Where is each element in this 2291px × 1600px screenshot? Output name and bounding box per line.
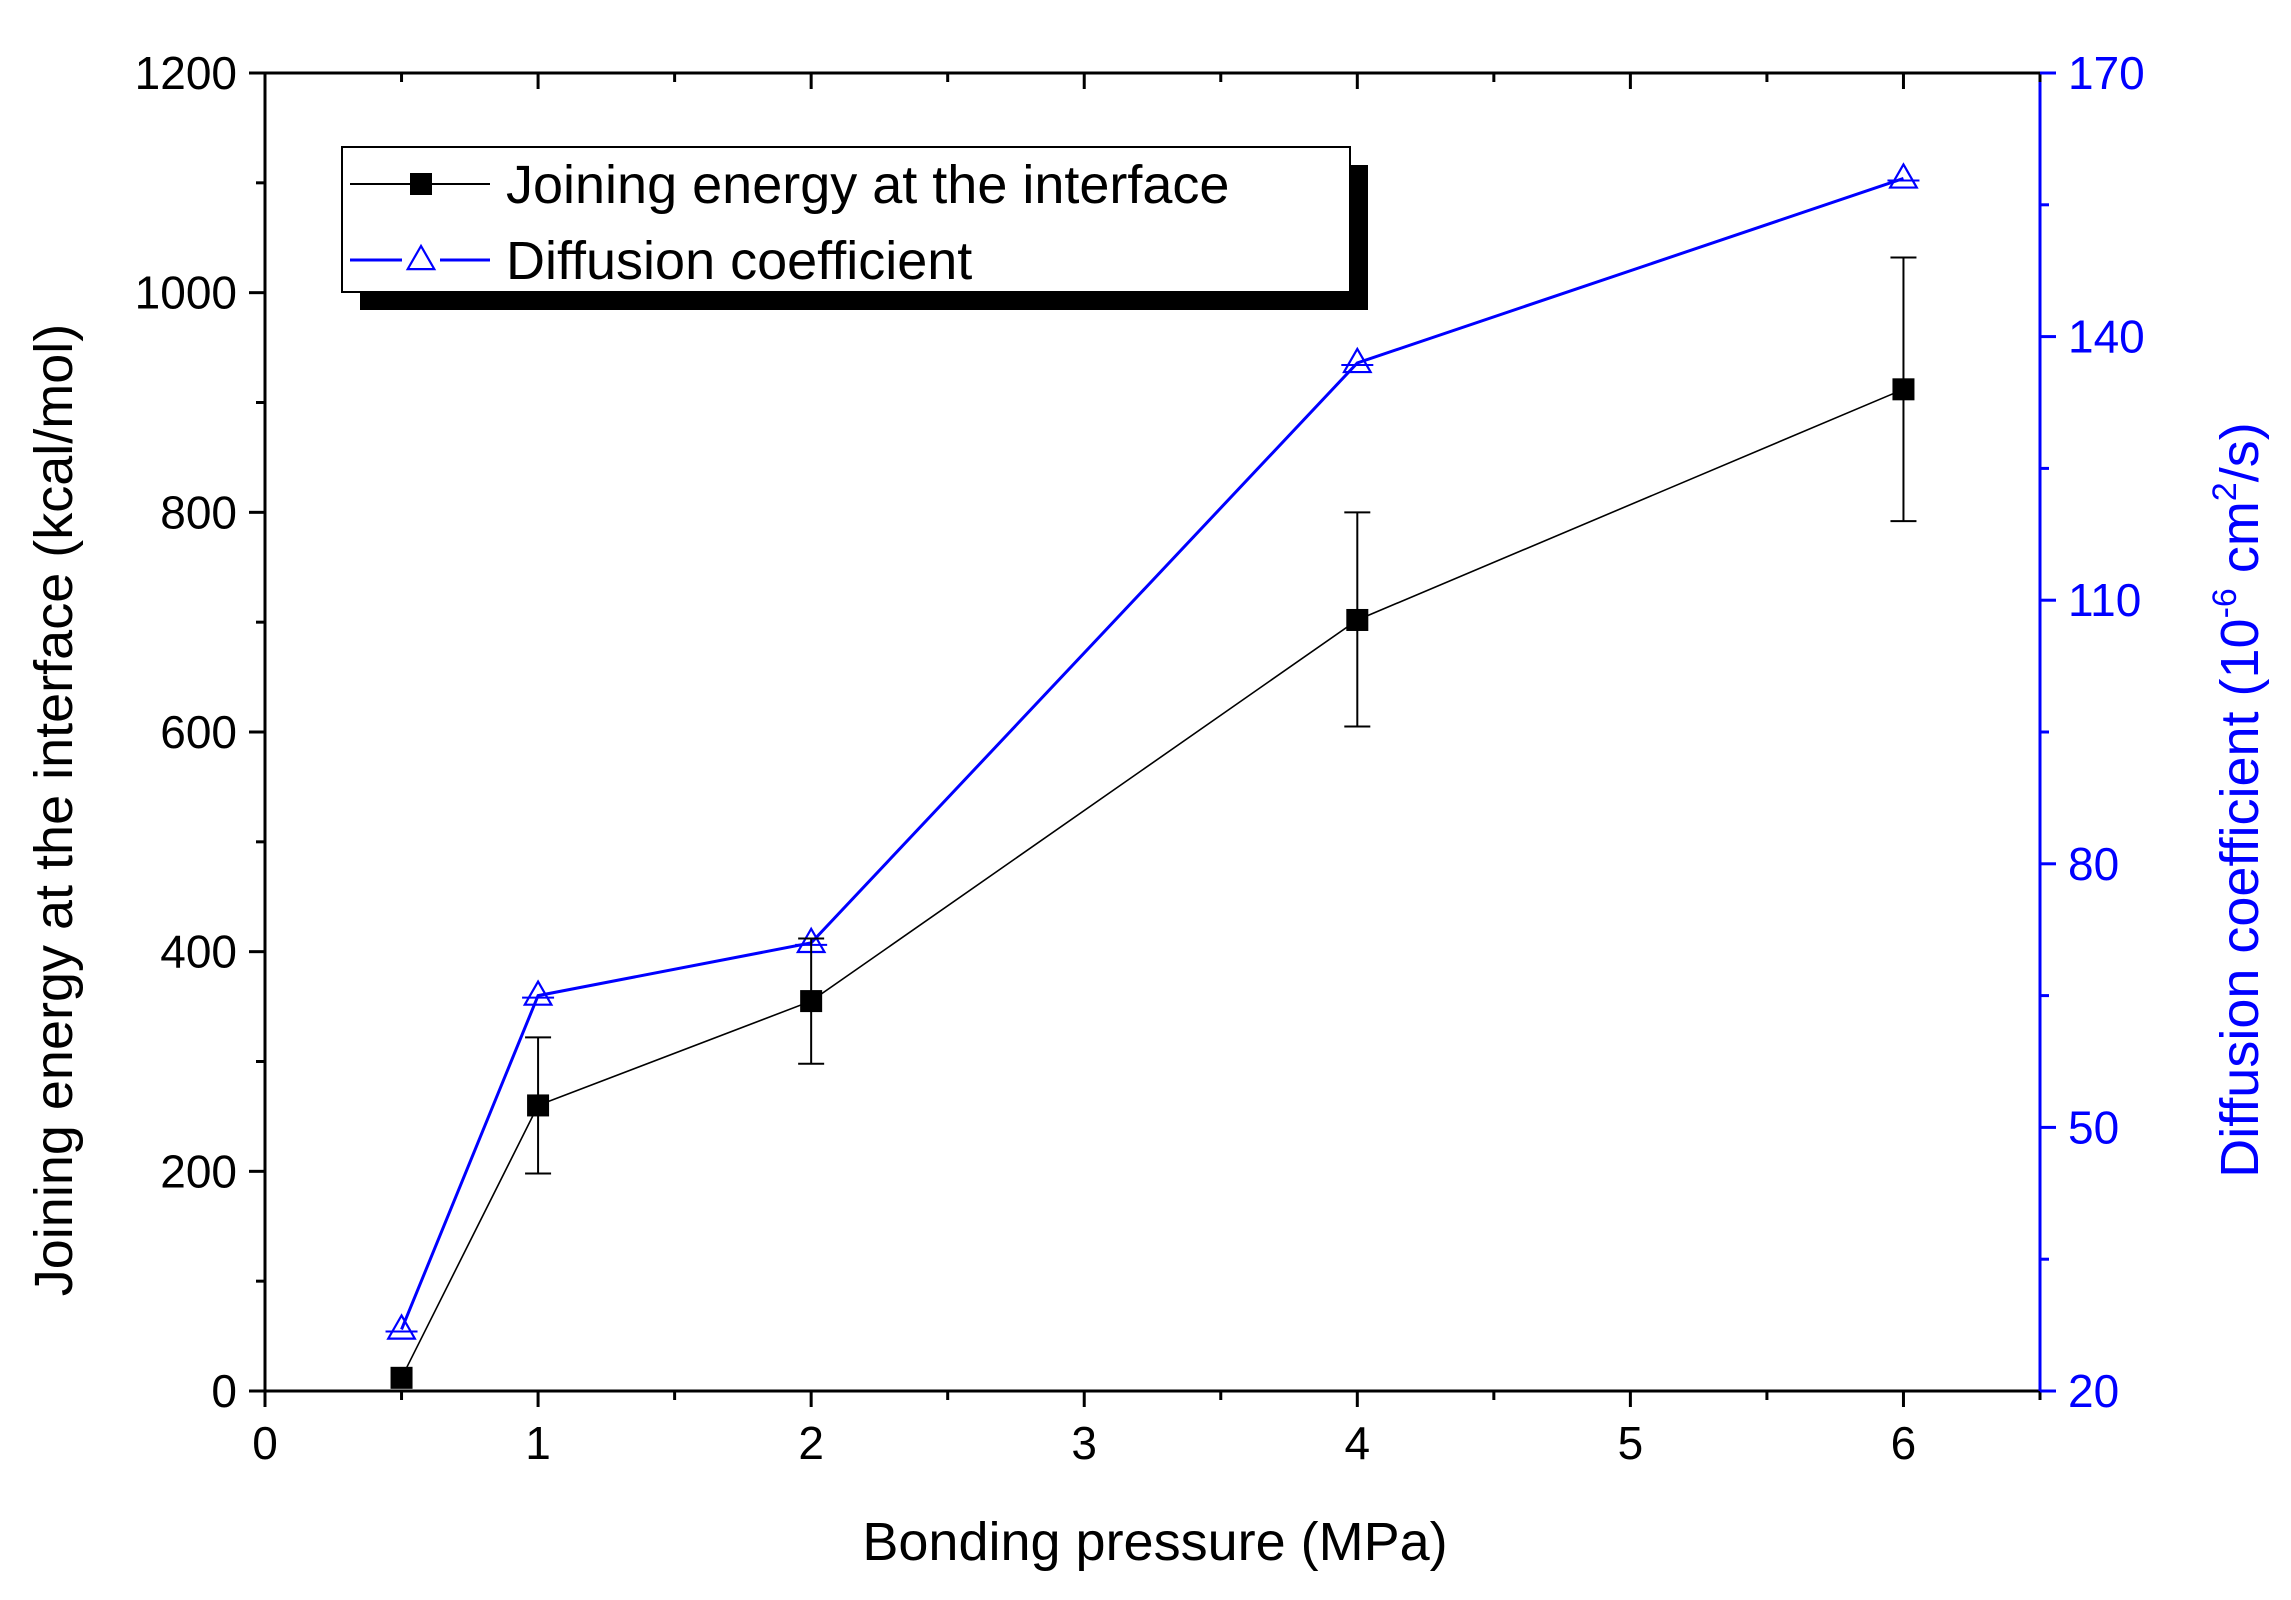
diffusion-coefficient-point — [386, 1313, 417, 1340]
x-axis-title: Bonding pressure (MPa) — [862, 1512, 1447, 1572]
y-right-title-main: Diffusion coefficient (10 — [2210, 618, 2270, 1177]
legend-label-diffusion-coefficient: Diffusion coefficient — [506, 231, 972, 291]
x-tick-label: 2 — [798, 1417, 824, 1469]
plot-series — [385, 162, 1920, 1389]
x-tick-label: 1 — [525, 1417, 551, 1469]
joining-energy-point — [390, 1366, 413, 1389]
legend-label-joining-energy: Joining energy at the interface — [506, 155, 1229, 215]
diffusion-coefficient-point — [522, 979, 554, 1006]
y-right-title-mid: cm — [2210, 501, 2270, 588]
y-right-axis-title: Diffusion coefficient (10-6 cm2/s) — [2206, 422, 2270, 1177]
y-left-tick-label: 800 — [160, 486, 237, 538]
y-left-tick-label: 1200 — [135, 47, 237, 99]
x-tick-label: 0 — [252, 1417, 278, 1469]
y-left-tick-label: 1000 — [135, 267, 237, 319]
x-tick-label: 4 — [1345, 1417, 1371, 1469]
y-left-tick-label: 0 — [211, 1365, 237, 1417]
y-right-tick-label: 80 — [2068, 838, 2119, 890]
legend-marker-joining-energy — [410, 173, 432, 195]
diffusion-coefficient-point — [1888, 162, 1919, 189]
x-tick-label: 6 — [1891, 1417, 1917, 1469]
joining-energy-line — [400, 388, 1904, 1379]
y-left-axis-title: Joining energy at the interface (kcal/mo… — [24, 324, 84, 1296]
legend-marker-diffusion-coefficient — [405, 243, 437, 271]
y-left-tick-label: 600 — [160, 706, 237, 758]
y-right-title-exp1: -6 — [2206, 588, 2244, 618]
x-tick-label: 3 — [1071, 1417, 1097, 1469]
y-right-title-end: /s) — [2210, 422, 2270, 482]
joining-energy-point — [1346, 608, 1369, 631]
y-left-tick-label: 400 — [160, 926, 237, 978]
y-right-title-exp2: 2 — [2206, 482, 2244, 501]
x-tick-label: 5 — [1618, 1417, 1644, 1469]
joining-energy-point — [800, 990, 823, 1013]
legend: Joining energy at the interface Diffusion… — [341, 146, 1368, 310]
y-right-tick-label: 110 — [2068, 574, 2141, 626]
diffusion-coefficient-line — [400, 177, 1904, 1331]
legend-box — [341, 146, 1351, 293]
y-right-tick-label: 140 — [2068, 311, 2145, 363]
joining-energy-point — [527, 1094, 550, 1117]
y-right-tick-label: 20 — [2068, 1365, 2119, 1417]
legend-items: Joining energy at the interface Diffusion… — [350, 155, 1229, 291]
diffusion-coefficient-point — [1342, 346, 1373, 374]
axes: 0 1 2 3 4 5 6 0 200 400 600 800 1000 1200 20 50 80 110 140… — [135, 47, 2145, 1469]
joining-energy-point — [1892, 378, 1915, 401]
y-left-tick-label: 200 — [160, 1145, 237, 1197]
legend-marker-bg-diffusion-coefficient — [402, 244, 440, 276]
y-right-tick-label: 50 — [2068, 1101, 2119, 1153]
y-right-tick-label: 170 — [2068, 47, 2145, 99]
